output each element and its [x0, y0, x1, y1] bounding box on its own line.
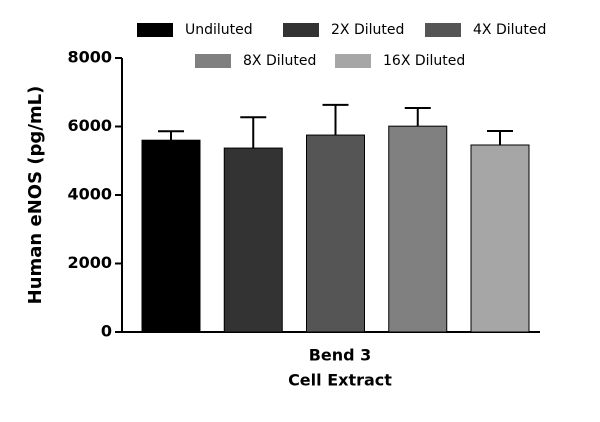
y-tick-label: 0 [101, 322, 112, 341]
legend-label: 8X Diluted [243, 53, 316, 69]
legend-swatch [195, 54, 231, 68]
legend-label: 2X Diluted [331, 22, 404, 38]
legend-swatch [283, 23, 319, 37]
legend-label: 16X Diluted [383, 53, 465, 69]
y-tick-label: 4000 [67, 185, 112, 204]
y-axis-label: Human eNOS (pg/mL) [25, 86, 46, 305]
bar [141, 139, 201, 333]
legend-swatch [335, 54, 371, 68]
legend-swatch [425, 23, 461, 37]
x-tick-label: Cell Extract [288, 371, 392, 390]
y-tick-label: 6000 [67, 116, 112, 135]
bar [388, 125, 448, 333]
y-tick-label: 2000 [67, 253, 112, 272]
bar [223, 147, 283, 333]
x-tick-label: Bend 3 [309, 346, 372, 365]
legend-label: Undiluted [185, 22, 253, 38]
y-tick-label: 8000 [67, 48, 112, 67]
legend-label: 4X Diluted [473, 22, 546, 38]
legend-swatch [137, 23, 173, 37]
bar [470, 144, 530, 333]
bar [306, 134, 365, 333]
